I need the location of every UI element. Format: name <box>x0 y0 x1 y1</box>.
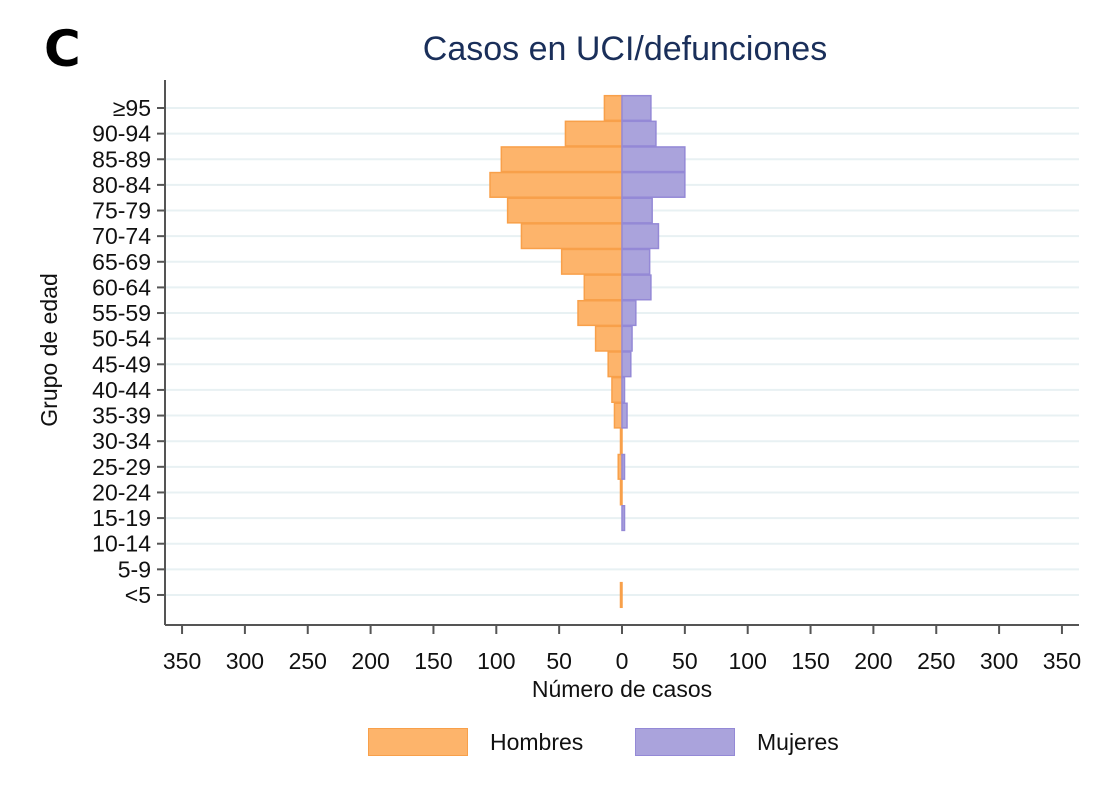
bar-hombres <box>603 94 623 122</box>
legend-label-mujeres: Mujeres <box>757 728 839 755</box>
y-tick-label: 90-94 <box>92 121 151 147</box>
bar-hombres <box>611 376 623 403</box>
y-tick-label: 60-64 <box>92 274 151 300</box>
legend-item-mujeres: Mujeres <box>635 728 839 756</box>
bar-mujeres <box>621 274 652 301</box>
chart-title: Casos en UCI/defunciones <box>422 30 828 68</box>
bar-mujeres <box>621 171 686 198</box>
legend-label-hombres: Hombres <box>490 728 584 755</box>
y-tick-label: 20-24 <box>92 479 151 505</box>
bar-hombres <box>560 248 623 275</box>
y-tick-label: 10-14 <box>92 531 151 557</box>
bar-mujeres <box>621 94 652 122</box>
bar-mujeres <box>621 223 660 250</box>
bar-hombres <box>607 351 623 378</box>
bar-mujeres <box>621 505 626 532</box>
bar-mujeres <box>621 197 653 224</box>
x-tick-label: 350 <box>163 648 201 674</box>
x-tick-label: 300 <box>226 648 264 674</box>
bar-hombres <box>583 274 623 301</box>
y-tick-label: 5-9 <box>118 556 151 582</box>
bar-mujeres <box>621 120 657 147</box>
legend-item-hombres: Hombres <box>368 728 583 756</box>
bars <box>489 94 686 609</box>
x-tick-label: 300 <box>980 648 1018 674</box>
bar-hombres <box>577 299 623 327</box>
y-tick-label: 65-69 <box>92 249 151 275</box>
y-tick-label: 80-84 <box>92 172 151 198</box>
x-tick-label: 150 <box>414 648 452 674</box>
bar-hombres <box>619 428 623 455</box>
bar-hombres <box>489 171 623 198</box>
bar-hombres <box>619 479 623 506</box>
y-tick-label: 70-74 <box>92 223 151 249</box>
y-tick-label: 55-59 <box>92 300 151 326</box>
bar-mujeres <box>621 402 628 429</box>
panel-letter: C <box>44 20 81 78</box>
y-tick-label: 15-19 <box>92 505 151 531</box>
x-tick-label: 250 <box>917 648 955 674</box>
bar-mujeres <box>621 453 626 480</box>
y-tick-label: <5 <box>125 582 151 608</box>
bar-mujeres <box>621 299 637 327</box>
bar-hombres <box>506 197 623 224</box>
legend: Hombres Mujeres <box>0 728 1095 760</box>
mujeres-swatch-icon <box>635 728 735 756</box>
y-tick-label: 30-34 <box>92 428 151 454</box>
x-tick-label: 350 <box>1043 648 1081 674</box>
x-tick-label: 150 <box>791 648 829 674</box>
y-tick-label: 25-29 <box>92 454 151 480</box>
x-tick-label: 250 <box>289 648 327 674</box>
x-tick-label: 100 <box>729 648 767 674</box>
x-tick-label: 100 <box>477 648 515 674</box>
x-tick-label: 200 <box>351 648 389 674</box>
y-axis-title: Grupo de edad <box>36 273 62 426</box>
y-tick-label: 75-79 <box>92 198 151 224</box>
y-tick-label: ≥95 <box>113 95 151 121</box>
bar-hombres <box>520 223 623 250</box>
y-tick-label: 45-49 <box>92 351 151 377</box>
bar-mujeres <box>621 351 632 378</box>
x-tick-label: 50 <box>672 648 698 674</box>
x-tick-label: 0 <box>616 648 629 674</box>
hombres-swatch-icon <box>368 728 468 756</box>
x-axis-title: Número de casos <box>532 676 712 702</box>
bar-hombres <box>619 581 623 609</box>
y-tick-label: 35-39 <box>92 403 151 429</box>
bar-mujeres <box>621 325 633 352</box>
bar-mujeres <box>621 146 686 173</box>
axes <box>157 80 1079 634</box>
y-tick-label: 40-44 <box>92 377 151 403</box>
bar-hombres <box>500 146 623 173</box>
bar-hombres <box>594 325 623 352</box>
y-tick-label: 85-89 <box>92 146 151 172</box>
y-tick-label: 50-54 <box>92 326 151 352</box>
bar-hombres <box>564 120 623 147</box>
x-tick-labels: 350 300 250 200 150 100 50 0 50 100 150 200 250 300 35… <box>163 648 1081 674</box>
x-tick-label: 50 <box>546 648 572 674</box>
x-tick-label: 200 <box>854 648 892 674</box>
y-tick-labels: ≥9590-9485-8980-8475-7970-7465-6960-6455… <box>92 95 151 608</box>
bar-hombres <box>613 402 623 429</box>
bar-mujeres <box>621 376 626 403</box>
bar-mujeres <box>621 248 651 275</box>
